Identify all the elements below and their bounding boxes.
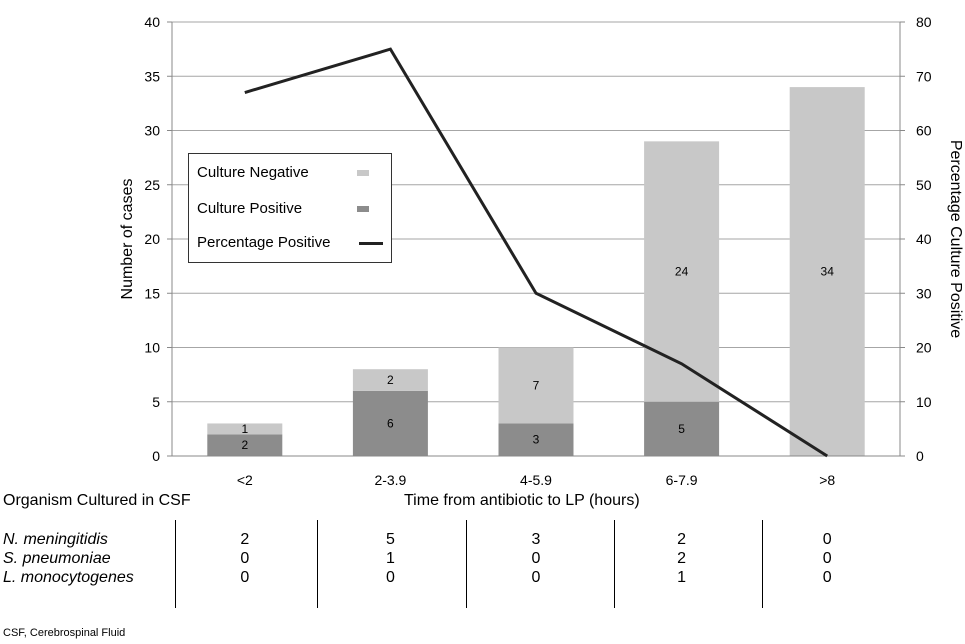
bar-culture-negative xyxy=(498,347,574,424)
organism-count-cell: 2 xyxy=(677,550,687,567)
footnote: CSF, Cerebrospinal Fluid xyxy=(3,627,126,639)
y-tick-label: 5 xyxy=(152,394,160,410)
y-axis-title: Number of cases xyxy=(119,179,136,300)
legend-line-percentage-positive xyxy=(359,242,383,245)
organism-name-s-pneumoniae: S. pneumoniae xyxy=(3,550,111,567)
organism-count-cell: 2 xyxy=(677,531,687,548)
x-tick-label: 6-7.9 xyxy=(666,472,698,488)
bar-culture-positive xyxy=(207,434,283,456)
x-axis-title: Time from antibiotic to LP (hours) xyxy=(404,492,640,509)
y2-tick-label: 30 xyxy=(916,285,932,301)
organism-table-title: Organism Cultured in CSF xyxy=(3,492,191,509)
y-tick-label: 15 xyxy=(144,285,160,301)
bar-culture-negative xyxy=(352,369,428,391)
data-label-culture-negative: 7 xyxy=(533,378,540,392)
data-label-culture-positive: 5 xyxy=(678,422,685,436)
organism-count-cell: 5 xyxy=(385,531,395,548)
y2-tick-label: 70 xyxy=(916,68,932,84)
data-label-culture-positive: 6 xyxy=(387,416,394,430)
organism-count-cell: 0 xyxy=(822,550,832,567)
y-tick-label: 20 xyxy=(144,231,160,247)
x-tick-label: 2-3.9 xyxy=(374,472,406,488)
x-tick-label: >8 xyxy=(819,472,835,488)
organism-count-cell: 0 xyxy=(240,569,250,586)
organism-count-cell: 1 xyxy=(677,569,687,586)
table-divider xyxy=(762,520,763,608)
table-divider xyxy=(175,520,176,608)
y2-tick-label: 20 xyxy=(916,340,932,356)
bar-culture-positive xyxy=(644,401,720,456)
organism-count-cell: 0 xyxy=(240,550,250,567)
y-tick-label: 10 xyxy=(144,340,160,356)
data-label-culture-positive: 2 xyxy=(241,438,248,452)
organism-count-cell: 2 xyxy=(240,531,250,548)
organism-count-cell: 1 xyxy=(385,550,395,567)
y-tick-label: 30 xyxy=(144,123,160,139)
table-divider xyxy=(466,520,467,608)
data-label-culture-negative: 1 xyxy=(241,422,248,436)
bar-culture-positive xyxy=(352,390,428,456)
organism-count-cell: 0 xyxy=(385,569,395,586)
legend-label: Percentage Positive xyxy=(197,234,331,251)
organism-count-cell: 0 xyxy=(531,550,541,567)
y2-tick-label: 60 xyxy=(916,123,932,139)
table-divider xyxy=(317,520,318,608)
legend: Culture Negative Culture Positive Percen… xyxy=(188,153,392,263)
legend-swatch-culture-positive xyxy=(357,206,369,212)
y-tick-label: 25 xyxy=(144,177,160,193)
bar-culture-negative xyxy=(644,141,720,402)
legend-item-percentage-positive: Percentage Positive xyxy=(197,234,330,252)
data-label-culture-negative: 24 xyxy=(675,265,689,279)
organism-name-l-monocytogenes: L. monocytogenes xyxy=(3,569,134,586)
data-label-culture-negative: 2 xyxy=(387,373,394,387)
combo-chart: 0 5 10 15 20 25 30 35 40 0 10 20 30 40 50 60 70 80 2 1 6 2 3 7 5… xyxy=(119,14,964,488)
y2-tick-label: 40 xyxy=(916,231,932,247)
organism-name-n-meningitidis: N. meningitidis xyxy=(3,531,108,548)
legend-item-culture-negative: Culture Negative xyxy=(197,164,309,182)
organism-count-cell: 0 xyxy=(822,569,832,586)
bar-culture-positive xyxy=(498,423,574,456)
bar-culture-negative xyxy=(207,423,283,435)
legend-label: Culture Negative xyxy=(197,164,309,181)
data-label-culture-negative: 34 xyxy=(821,265,835,279)
organism-count-cell: 0 xyxy=(822,531,832,548)
y-tick-label: 40 xyxy=(144,14,160,30)
bar-culture-negative xyxy=(789,87,865,456)
table-divider xyxy=(614,520,615,608)
organism-count-cell: 0 xyxy=(531,569,541,586)
y2-tick-label: 80 xyxy=(916,14,932,30)
y2-tick-label: 0 xyxy=(916,448,924,464)
x-tick-label: <2 xyxy=(237,472,253,488)
line-percentage-positive xyxy=(244,47,829,458)
legend-swatch-culture-negative xyxy=(357,170,369,176)
legend-label: Culture Positive xyxy=(197,200,303,217)
data-label-culture-positive: 3 xyxy=(533,433,540,447)
y2-tick-label: 10 xyxy=(916,394,932,410)
x-tick-label: 4-5.9 xyxy=(520,472,552,488)
y2-tick-label: 50 xyxy=(916,177,932,193)
y2-axis-title: Percentage Culture Positive xyxy=(947,140,964,338)
y-tick-label: 0 xyxy=(152,448,160,464)
y-tick-label: 35 xyxy=(144,68,160,84)
legend-item-culture-positive: Culture Positive xyxy=(197,200,302,218)
organism-count-cell: 3 xyxy=(531,531,541,548)
